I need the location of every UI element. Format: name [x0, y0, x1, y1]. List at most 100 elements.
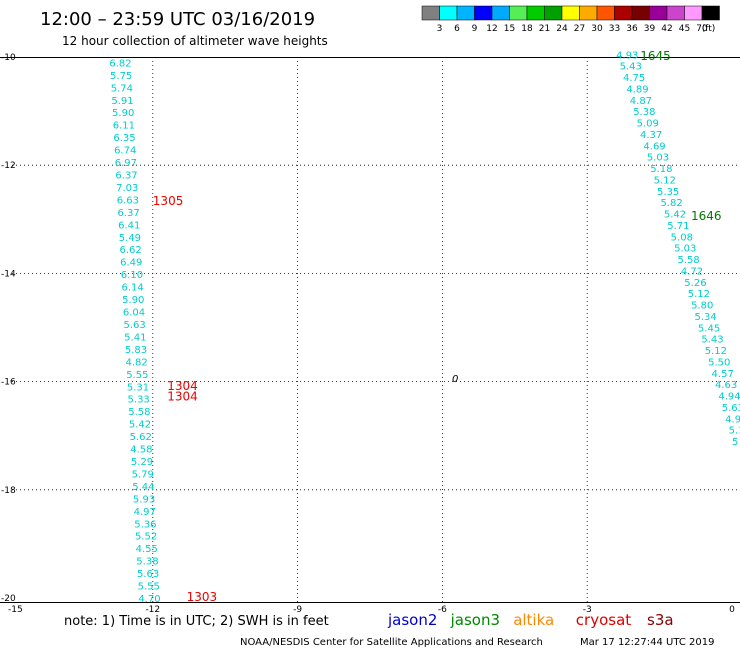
legend-label: 15 — [504, 24, 515, 34]
lat-tick-label: -16 — [1, 378, 16, 388]
legend-swatch — [666, 5, 685, 21]
wave-height-value: 5.45 — [698, 323, 720, 334]
wave-height-value: 5.42 — [664, 210, 686, 221]
wave-height-value: 5.63 — [124, 320, 146, 331]
map-subtitle: 12 hour collection of altimeter wave hei… — [62, 34, 328, 48]
wave-height-value: 5.03 — [674, 244, 696, 255]
legend-unit: (ft) — [702, 24, 716, 34]
wave-height-value: 5.71 — [667, 221, 689, 232]
legend-label: 3 — [437, 24, 443, 34]
wave-height-value: 5.90 — [112, 108, 134, 119]
legend-swatch — [544, 5, 563, 21]
legend-swatch — [649, 5, 668, 21]
legend-swatch — [631, 5, 650, 21]
wave-height-value: 5.79 — [132, 469, 154, 480]
wave-height-value: 4.70 — [138, 594, 160, 605]
wave-height-value: 5.83 — [125, 345, 147, 356]
legend-label: 36 — [626, 24, 638, 34]
wave-height-value: 4.9 — [725, 414, 740, 425]
legend-swatch — [509, 5, 528, 21]
legend-swatch — [596, 5, 615, 21]
wave-height-value: 5.58 — [128, 407, 150, 418]
legend-label: 24 — [556, 24, 568, 34]
wave-height-value: 4.93 — [616, 50, 638, 61]
lat-tick-label: -14 — [1, 269, 16, 279]
wave-height-value: 6.14 — [121, 283, 143, 294]
wave-height-value: 5.63 — [722, 403, 740, 414]
wave-height-value: 6.11 — [113, 121, 135, 132]
wave-height-value: 6.37 — [115, 171, 137, 182]
map-title: 12:00 – 23:59 UTC 03/16/2019 — [40, 9, 315, 30]
wave-height-value: 5.93 — [133, 494, 155, 505]
wave-height-value: 4.57 — [712, 369, 734, 380]
legend-label: 6 — [454, 24, 460, 34]
legend-swatch — [684, 5, 703, 21]
wave-height-value: 5.26 — [684, 278, 706, 289]
pass-time-label: 1646 — [691, 209, 722, 223]
wave-height-value: 5.44 — [132, 482, 154, 493]
wave-height-value: 4.55 — [136, 544, 158, 555]
wave-height-value: 5.09 — [637, 119, 659, 130]
wave-height-value: 5.35 — [657, 187, 679, 198]
legend-swatch — [526, 5, 545, 21]
altimeter-tracks: 6.825.755.745.915.906.116.356.746.976.37… — [109, 50, 740, 605]
wave-height-value: 5.36 — [134, 519, 156, 530]
wave-height-value: 5.52 — [135, 532, 157, 543]
wave-height-value: 6.82 — [109, 58, 131, 69]
axis-tick-labels: -15 -12 -9 -6 -3 0 -10 -12 -14 -16 -18 -20 — [1, 53, 735, 615]
wave-height-value: 6.37 — [117, 208, 139, 219]
wave-height-value: 5.55 — [138, 582, 160, 593]
wave-height-value: 5.75 — [110, 71, 132, 82]
wave-height-value: 5 — [732, 437, 738, 448]
wave-height-value: 5.29 — [131, 457, 153, 468]
wave-height-value: 5.63 — [137, 569, 159, 580]
wave-height-value: 5.74 — [111, 83, 133, 94]
legend-swatch — [701, 5, 720, 21]
wave-height-value: 5.12 — [705, 346, 727, 357]
wave-height-value: 6.74 — [114, 146, 136, 157]
legend-swatch — [439, 5, 458, 21]
lon-tick-label: -15 — [8, 605, 23, 615]
wave-height-value: 5.91 — [111, 96, 133, 107]
lon-tick-label: 0 — [729, 605, 735, 615]
wave-height-value: 5.58 — [677, 255, 699, 266]
map-center-marker: 0 — [452, 374, 458, 385]
wave-height-value: 5.12 — [688, 289, 710, 300]
lon-tick-label: -3 — [583, 605, 592, 615]
wave-height-value: 6.63 — [117, 195, 139, 206]
wave-height-value: 6.62 — [119, 245, 141, 256]
wave-height-value: 5.49 — [119, 233, 141, 244]
wave-height-value: 5.18 — [650, 164, 672, 175]
wave-height-value: 4.89 — [626, 84, 648, 95]
legend-label: 45 — [679, 24, 690, 34]
timestamp-text: Mar 17 12:27:44 UTC 2019 — [580, 637, 715, 648]
wave-height-value: 5.03 — [647, 153, 669, 164]
wave-height-value: 4.75 — [623, 73, 645, 84]
wave-height-value: 5.08 — [671, 232, 693, 243]
wave-height-value: 5.82 — [660, 198, 682, 209]
lat-tick-label: -10 — [1, 53, 16, 63]
grid-lines — [12, 57, 740, 602]
pass-time-label: 1305 — [153, 194, 184, 208]
pass-time-label: 1304 — [167, 390, 198, 404]
wave-height-value: 5.80 — [691, 301, 713, 312]
wave-height-value: 4.82 — [126, 357, 148, 368]
wave-height-value: 5.41 — [124, 332, 146, 343]
wave-height-value: 4.72 — [681, 266, 703, 277]
satellite-name: altika — [513, 611, 554, 629]
pass-time-label: 1304 — [167, 379, 198, 393]
legend-label: 70 — [696, 24, 708, 34]
legend-label: 21 — [539, 24, 550, 34]
legend-label: 39 — [644, 24, 656, 34]
wave-height-value: 6.41 — [118, 220, 140, 231]
wave-height-value: 5.50 — [708, 357, 730, 368]
legend-label: 42 — [661, 24, 672, 34]
pass-time-label: 1303 — [187, 590, 218, 604]
wave-height-value: 4.37 — [640, 130, 662, 141]
wave-height-value: 6.35 — [113, 133, 135, 144]
wave-height-value: 5.34 — [695, 312, 717, 323]
legend-swatch — [561, 5, 580, 21]
wave-height-value: 4.58 — [130, 445, 152, 456]
